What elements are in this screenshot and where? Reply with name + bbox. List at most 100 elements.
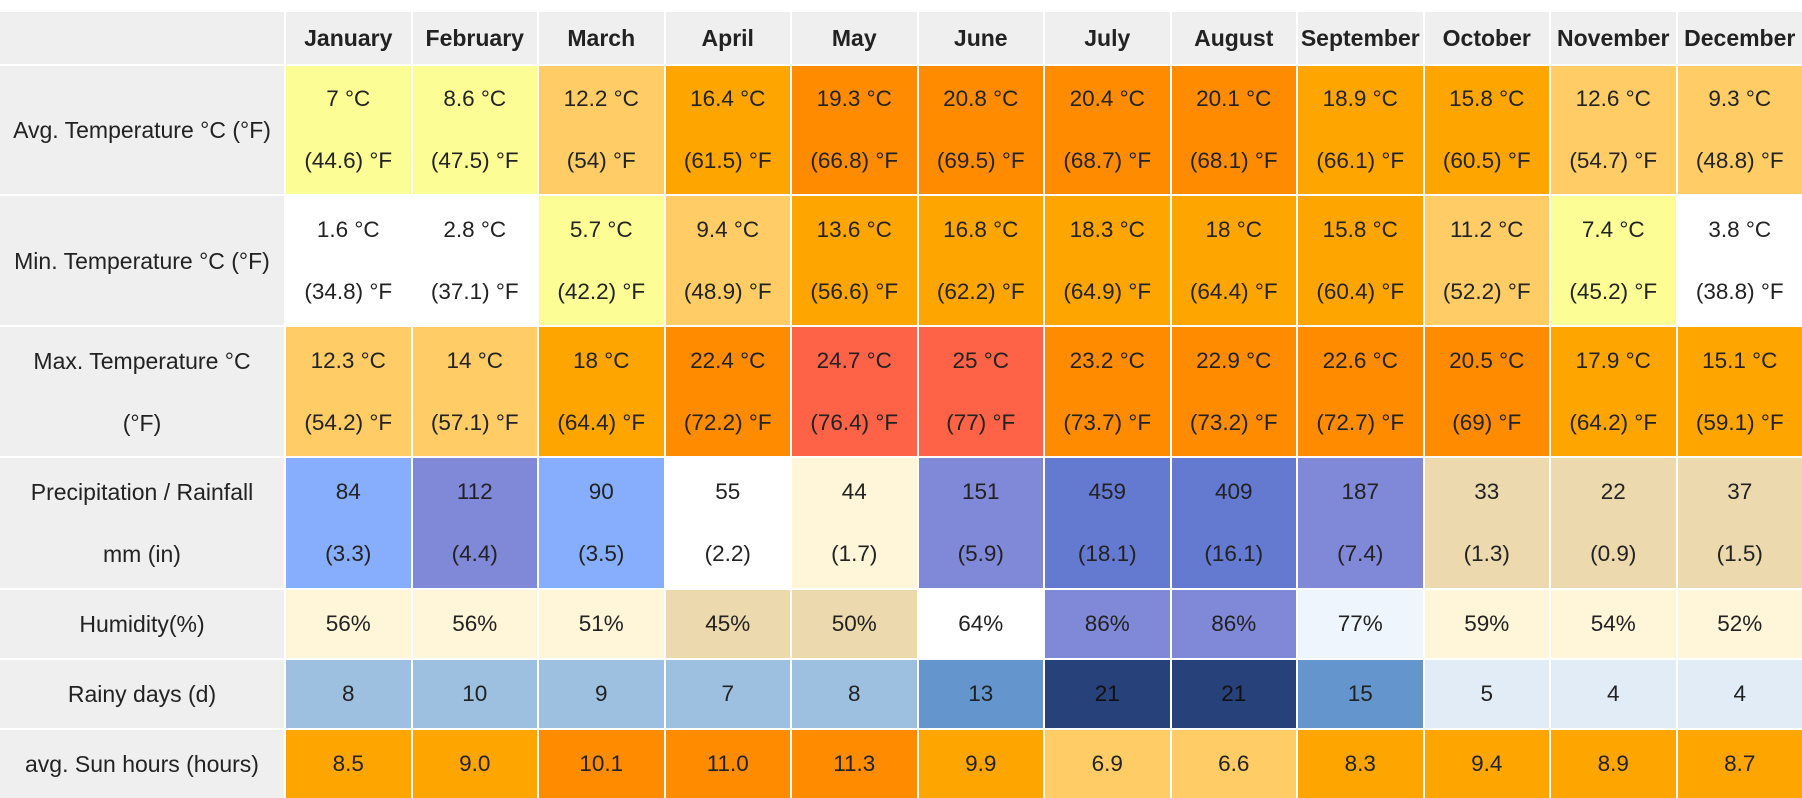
row-label-line: Precipitation / Rainfall [31, 461, 253, 523]
cell-value: 20.5 °C [1449, 330, 1524, 392]
cell-value: 77% [1338, 590, 1383, 658]
table-cell: 22.6 °C(72.7) °F [1298, 327, 1423, 456]
header-corner [0, 12, 284, 64]
cell-value-secondary: (72.7) °F [1316, 392, 1404, 454]
month-header: June [919, 12, 1044, 64]
table-cell: 4 [1678, 660, 1802, 728]
cell-value-secondary: (54) °F [567, 130, 636, 192]
cell-value-secondary: (4.4) [452, 523, 498, 585]
row-label: Humidity(%) [0, 590, 284, 658]
cell-value-secondary: (54.2) °F [304, 392, 392, 454]
table-cell: 22.4 °C(72.2) °F [666, 327, 791, 456]
table-cell: 8.7 [1678, 730, 1802, 798]
cell-value-secondary: (42.2) °F [557, 261, 645, 323]
cell-value: 84 [336, 461, 361, 523]
cell-value-secondary: (0.9) [1590, 523, 1636, 585]
cell-value-secondary: (5.9) [958, 523, 1004, 585]
cell-value-secondary: (64.4) °F [1190, 261, 1278, 323]
cell-value: 6.9 [1092, 730, 1123, 798]
cell-value: 9.3 °C [1708, 68, 1771, 130]
cell-value-secondary: (52.2) °F [1443, 261, 1531, 323]
table-cell: 22.9 °C(73.2) °F [1172, 327, 1297, 456]
cell-value: 16.4 °C [690, 68, 765, 130]
table-cell: 4 [1551, 660, 1676, 728]
cell-value-secondary: (60.4) °F [1316, 261, 1404, 323]
cell-value-secondary: (68.7) °F [1063, 130, 1151, 192]
cell-value-secondary: (68.1) °F [1190, 130, 1278, 192]
cell-value: 187 [1341, 461, 1379, 523]
cell-value: 11.2 °C [1450, 199, 1524, 261]
cell-value-secondary: (44.6) °F [304, 130, 392, 192]
cell-value-secondary: (1.7) [831, 523, 877, 585]
cell-value: 459 [1088, 461, 1126, 523]
cell-value: 86% [1085, 590, 1130, 658]
cell-value: 7.4 °C [1582, 199, 1645, 261]
table-cell: 12.3 °C(54.2) °F [286, 327, 411, 456]
table-cell: 18 °C(64.4) °F [539, 327, 664, 456]
table-cell: 20.1 °C(68.1) °F [1172, 66, 1297, 194]
table-cell: 55(2.2) [666, 458, 791, 588]
cell-value: 15.8 °C [1323, 199, 1398, 261]
table-cell: 86% [1172, 590, 1297, 658]
month-header: July [1045, 12, 1170, 64]
table-cell: 13.6 °C(56.6) °F [792, 196, 917, 325]
table-cell: 12.2 °C(54) °F [539, 66, 664, 194]
table-cell: 21 [1172, 660, 1297, 728]
table-cell: 90(3.5) [539, 458, 664, 588]
table-cell: 77% [1298, 590, 1423, 658]
cell-value-secondary: (76.4) °F [810, 392, 898, 454]
cell-value: 13 [968, 660, 993, 728]
month-header: April [666, 12, 791, 64]
cell-value: 112 [457, 461, 493, 523]
cell-value: 5.7 °C [570, 199, 633, 261]
table-cell: 9.4 [1425, 730, 1550, 798]
cell-value: 90 [589, 461, 614, 523]
cell-value-secondary: (64.4) °F [557, 392, 645, 454]
cell-value: 9.4 [1471, 730, 1502, 798]
cell-value: 17.9 °C [1576, 330, 1651, 392]
table-cell: 15.8 °C(60.4) °F [1298, 196, 1423, 325]
cell-value-secondary: (57.1) °F [431, 392, 519, 454]
month-header: May [792, 12, 917, 64]
cell-value-secondary: (3.5) [578, 523, 624, 585]
row-label-line: (°F) [33, 392, 250, 454]
cell-value: 4 [1607, 660, 1620, 728]
cell-value-secondary: (1.3) [1464, 523, 1510, 585]
table-cell: 5 [1425, 660, 1550, 728]
table-cell: 10 [413, 660, 538, 728]
table-cell: 15.1 °C(59.1) °F [1678, 327, 1802, 456]
month-header: December [1678, 12, 1802, 64]
cell-value-secondary: (16.1) [1204, 523, 1263, 585]
cell-value: 56% [452, 590, 497, 658]
cell-value-secondary: (45.2) °F [1569, 261, 1657, 323]
cell-value-secondary: (47.5) °F [431, 130, 519, 192]
table-cell: 15.8 °C(60.5) °F [1425, 66, 1550, 194]
cell-value-secondary: (18.1) [1078, 523, 1137, 585]
row-label-text: avg. Sun hours (hours) [25, 733, 259, 795]
table-cell: 5.7 °C(42.2) °F [539, 196, 664, 325]
table-cell: 12.6 °C(54.7) °F [1551, 66, 1676, 194]
table-cell: 8.5 [286, 730, 411, 798]
row-label-line: Max. Temperature °C [33, 330, 250, 392]
cell-value: 18.3 °C [1070, 199, 1145, 261]
cell-value-secondary: (66.8) °F [810, 130, 898, 192]
table-cell: 59% [1425, 590, 1550, 658]
table-cell: 16.4 °C(61.5) °F [666, 66, 791, 194]
cell-value: 18 °C [573, 330, 630, 392]
cell-value-secondary: (34.8) °F [304, 261, 392, 323]
cell-value: 15 [1348, 660, 1373, 728]
cell-value: 2.8 °C [443, 199, 506, 261]
row-label-text: Humidity(%) [79, 593, 204, 655]
table-cell: 44(1.7) [792, 458, 917, 588]
cell-value: 20.4 °C [1070, 68, 1145, 130]
cell-value: 5 [1480, 660, 1493, 728]
table-cell: 9.4 °C(48.9) °F [666, 196, 791, 325]
cell-value: 21 [1221, 660, 1246, 728]
cell-value-secondary: (61.5) °F [684, 130, 772, 192]
row-label: Min. Temperature °C (°F) [0, 196, 284, 325]
cell-value: 9.0 [459, 730, 490, 798]
table-cell: 18 °C(64.4) °F [1172, 196, 1297, 325]
table-cell: 20.4 °C(68.7) °F [1045, 66, 1170, 194]
table-cell: 19.3 °C(66.8) °F [792, 66, 917, 194]
